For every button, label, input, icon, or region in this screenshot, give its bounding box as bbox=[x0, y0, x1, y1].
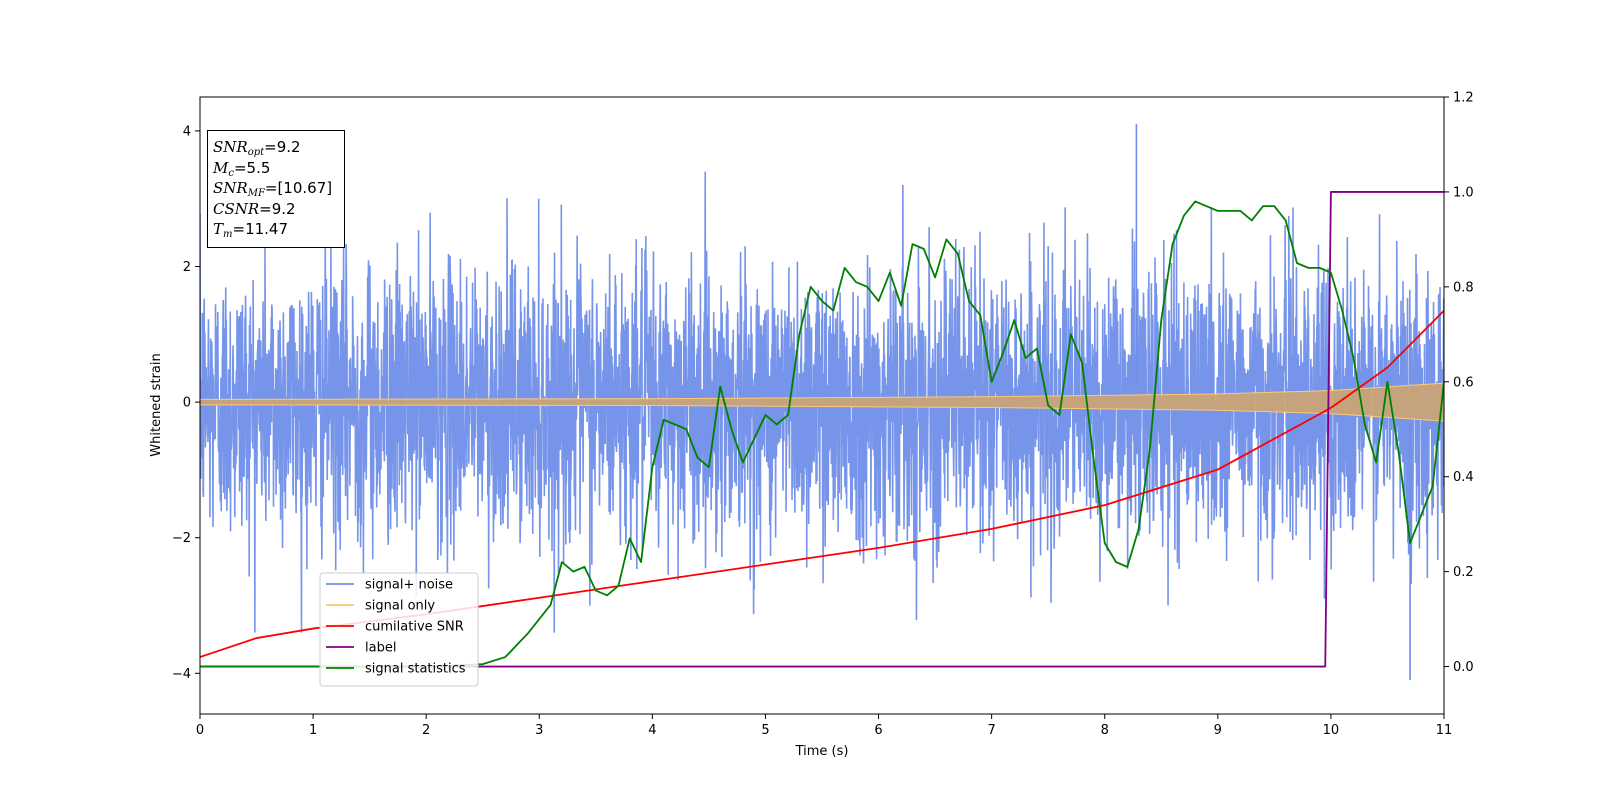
x-tick-label: 9 bbox=[1214, 723, 1222, 738]
y-axis-right: 0.0 0.2 0.4 0.6 0.8 1.0 1.2 bbox=[1444, 91, 1474, 675]
plot-area bbox=[200, 124, 1444, 681]
x-tick-label: 8 bbox=[1101, 723, 1109, 738]
plot-frame bbox=[199, 96, 1445, 715]
x-tick-label: 11 bbox=[1436, 723, 1453, 738]
info-symbol: M bbox=[213, 158, 229, 177]
y-axis-label: Whitened strain bbox=[149, 353, 164, 456]
series-signal-statistics bbox=[200, 200, 1444, 668]
y-tick-label: 2 bbox=[183, 260, 191, 275]
info-row: SNRMF=[10.67] bbox=[213, 178, 340, 199]
info-row: CSNR=9.2 bbox=[213, 199, 340, 220]
legend-box bbox=[319, 572, 479, 687]
y2-tick-label: 0.8 bbox=[1453, 280, 1474, 295]
y-tick-label: 0 bbox=[183, 396, 191, 411]
info-subscript: MF bbox=[247, 188, 265, 199]
y-tick-label: −2 bbox=[172, 531, 191, 546]
info-value: =11.47 bbox=[232, 220, 289, 238]
x-axis-label: Time (s) bbox=[795, 744, 849, 759]
info-value: =9.2 bbox=[259, 199, 296, 218]
x-tick-label: 1 bbox=[309, 723, 317, 738]
info-symbol: T bbox=[213, 220, 224, 238]
y2-tick-label: 0.6 bbox=[1453, 375, 1474, 390]
y2-tick-label: 0.2 bbox=[1453, 565, 1474, 580]
series-label bbox=[200, 191, 1444, 668]
legend-label-signal-statistics: signal statistics bbox=[365, 662, 466, 677]
y-axis-left: −4 −2 0 2 4 bbox=[172, 124, 200, 682]
x-tick-label: 0 bbox=[196, 723, 204, 738]
info-value: =5.5 bbox=[233, 158, 271, 177]
info-symbol: SNR bbox=[213, 138, 248, 156]
y2-tick-label: 1.0 bbox=[1453, 185, 1474, 200]
info-value: =[10.67] bbox=[264, 179, 333, 197]
legend-label-signal-only: signal only bbox=[365, 599, 435, 614]
x-tick-label: 7 bbox=[987, 723, 995, 738]
x-tick-label: 6 bbox=[874, 723, 882, 738]
info-symbol: CSNR bbox=[213, 199, 260, 218]
info-subscript: c bbox=[228, 167, 234, 179]
x-tick-label: 3 bbox=[535, 723, 543, 738]
y-tick-label: −4 bbox=[172, 667, 191, 682]
y2-tick-label: 0.4 bbox=[1453, 470, 1474, 485]
y2-tick-label: 0.0 bbox=[1453, 660, 1474, 675]
info-row: SNRopt=9.2 bbox=[213, 137, 340, 158]
info-symbol: SNR bbox=[213, 179, 248, 197]
legend-label-label: label bbox=[365, 641, 396, 656]
x-tick-label: 2 bbox=[422, 723, 430, 738]
x-tick-label: 5 bbox=[761, 723, 769, 738]
x-tick-label: 10 bbox=[1323, 723, 1340, 738]
x-axis: 0 1 2 3 4 5 6 7 8 9 10 11 bbox=[196, 714, 1452, 738]
y2-tick-label: 1.2 bbox=[1453, 91, 1474, 106]
legend: signal+ noise signal only cumilative SNR la… bbox=[319, 572, 479, 687]
info-box: SNRopt=9.2 Mc=5.5 SNRMF=[10.67] CSNR=9.2 Tm=… bbox=[207, 130, 345, 248]
y-tick-label: 4 bbox=[183, 124, 191, 139]
x-tick-label: 4 bbox=[648, 723, 656, 738]
info-subscript: opt bbox=[247, 147, 265, 158]
legend-label-signal-noise: signal+ noise bbox=[365, 578, 453, 593]
info-row: Mc=5.5 bbox=[213, 158, 340, 179]
series-signal-only bbox=[200, 382, 1444, 422]
info-row: Tm=11.47 bbox=[213, 219, 340, 240]
legend-label-cumilative-snr: cumilative SNR bbox=[365, 620, 464, 635]
info-value: =9.2 bbox=[264, 138, 301, 156]
info-subscript: m bbox=[223, 229, 233, 240]
